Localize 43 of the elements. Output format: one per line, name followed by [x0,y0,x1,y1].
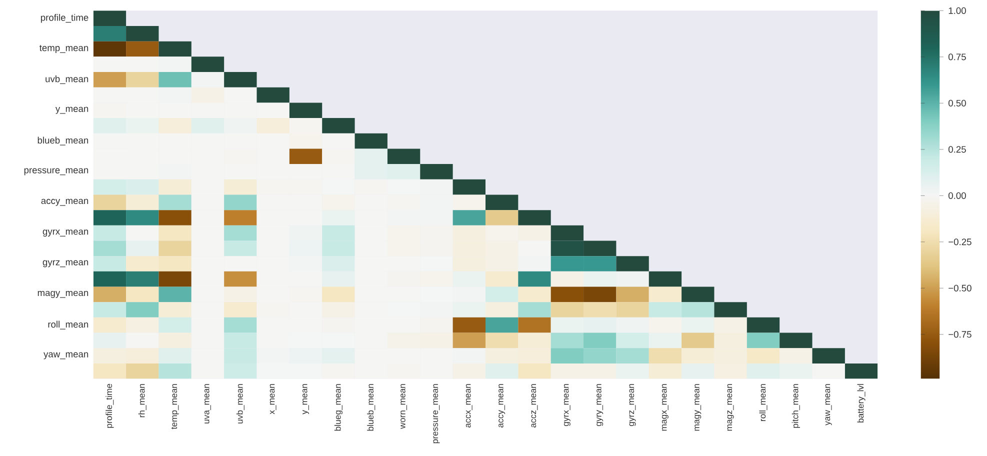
x-tick-label: uva_mean [204,384,211,424]
color-bar-label: −0.50 [948,284,972,292]
y-tick-label: gyrz_mean [42,260,88,268]
x-tick-label: accx_mean [466,384,472,428]
x-tick-label: y_mean [302,384,310,414]
color-bar-label: 0.50 [948,100,966,106]
x-tick-label: gyry_mean [596,384,604,426]
x-tick-label: magz_mean [727,384,734,431]
x-tick-label: yaw_mean [825,384,832,426]
y-tick-label: pressure_mean [24,168,88,176]
x-tick-label: magy_mean [694,384,702,431]
x-tick-label: accz_mean [531,384,538,428]
y-tick-label: gyrx_mean [42,230,88,236]
y-tick-label: profile_time [41,14,88,23]
x-tick-label: magx_mean [662,384,668,431]
color-bar-label: −0.25 [948,238,972,246]
color-bar-label: 0.25 [948,146,966,153]
x-tick-label: gyrx_mean [564,384,570,426]
color-bar-label: 1.00 [948,7,966,14]
x-tick-label: x_mean [270,384,276,414]
y-tick-label: accy_mean [41,198,88,206]
y-tick-label: blueb_mean [38,136,88,146]
y-tick-label: yaw_mean [44,352,88,360]
x-tick-label: gyrz_mean [629,384,636,426]
x-tick-label: rh_mean [138,384,146,418]
x-tick-label: worn_mean [400,384,407,429]
x-tick-label: uvb_mean [236,384,244,424]
color-bar-label: 0.00 [948,192,966,199]
x-tick-label: accy_mean [498,384,506,428]
x-tick-label: pitch_mean [792,384,800,428]
color-bar-label: −0.75 [948,331,972,338]
y-tick-label: uvb_mean [46,75,88,84]
x-tick-label: pressure_mean [433,384,440,444]
y-tick-label: magy_mean [38,290,88,298]
y-tick-label: temp_mean [40,44,88,53]
x-tick-label: blueb_mean [367,384,376,431]
x-tick-label: blueg_mean [334,384,342,431]
x-tick-label: battery_lvl [857,384,866,422]
y-tick-label: roll_mean [48,320,88,330]
y-tick-label: y_mean [55,106,88,114]
x-tick-label: roll_mean [759,384,768,421]
x-tick-label: temp_mean [171,384,179,430]
color-bar-label: 0.75 [948,54,966,60]
